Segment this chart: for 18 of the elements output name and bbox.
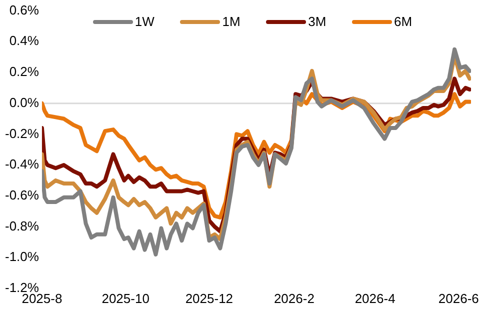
y-tick-label: 0.0% bbox=[9, 94, 40, 110]
y-tick-label: -0.6% bbox=[4, 187, 40, 202]
legend-label: 6M bbox=[394, 14, 412, 29]
y-tick-label: 0.6% bbox=[9, 2, 40, 18]
x-tick-label: 2025-10 bbox=[102, 290, 150, 306]
y-tick-label: -0.4% bbox=[4, 156, 40, 172]
x-tick-label: 2026-2 bbox=[274, 290, 314, 306]
x-tick-label: 2026-6 bbox=[438, 290, 479, 306]
legend-label: 1M bbox=[222, 14, 240, 29]
legend-label: 3M bbox=[308, 14, 326, 29]
y-tick-label: -0.2% bbox=[4, 126, 40, 141]
x-tick-label: 2026-4 bbox=[354, 290, 396, 306]
x-tick-label: 2025-12 bbox=[185, 290, 234, 306]
legend-label: 1W bbox=[134, 14, 154, 29]
y-tick-label: 0.4% bbox=[9, 33, 40, 48]
y-tick-label: -1.0% bbox=[4, 249, 40, 264]
y-tick-label: 0.2% bbox=[9, 64, 40, 80]
y-tick-label: -0.8% bbox=[4, 218, 40, 234]
